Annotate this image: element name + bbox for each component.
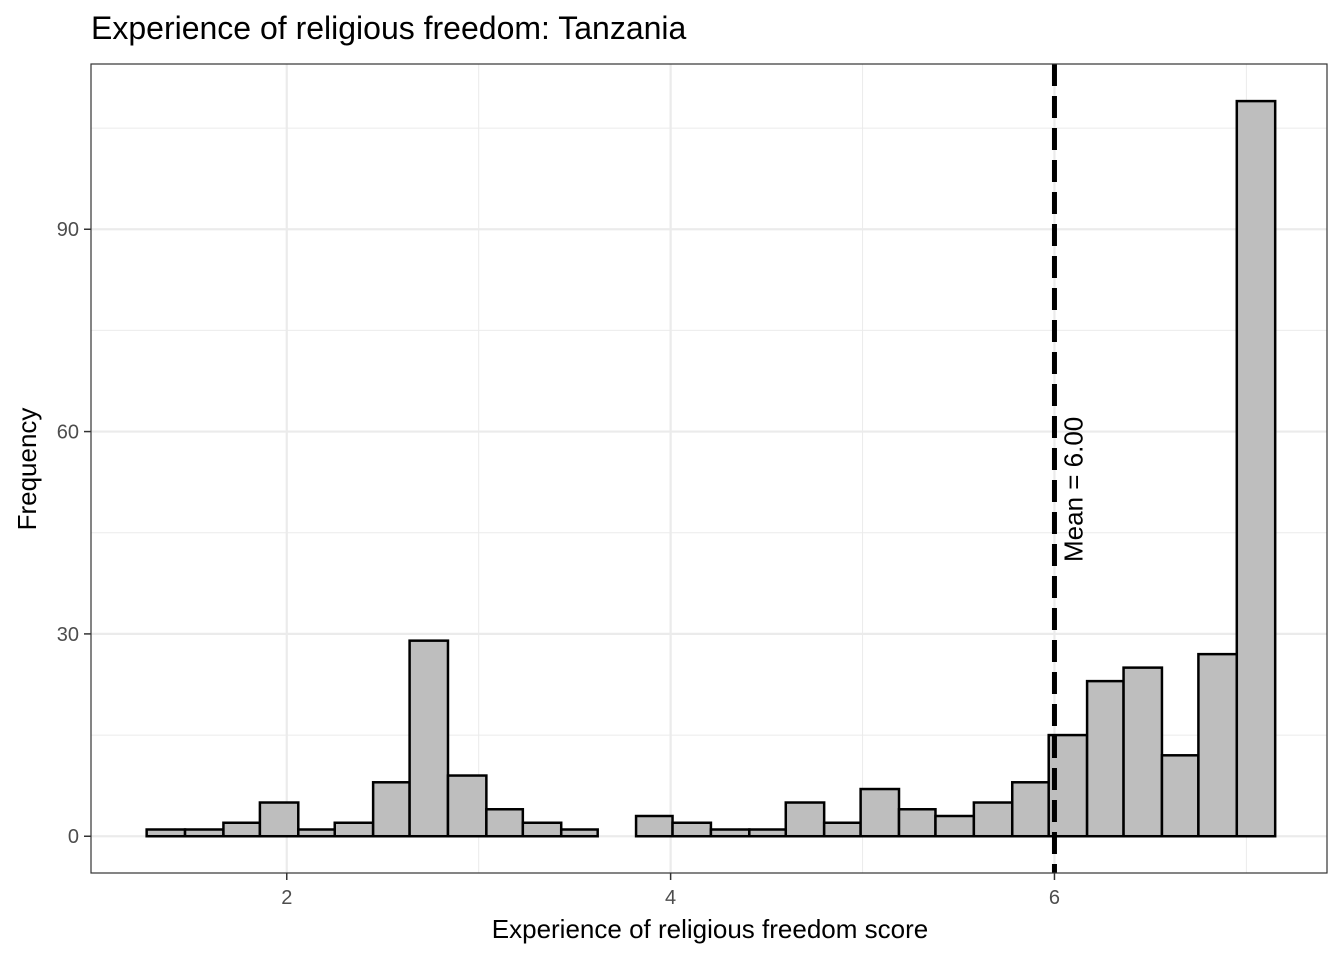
histogram-bar	[972, 801, 1014, 838]
histogram-bar	[822, 821, 862, 838]
y-axis-title: Frequency	[12, 408, 42, 531]
histogram-bar	[258, 801, 300, 838]
y-axis: 0 30 60 90	[57, 219, 91, 848]
histogram-bar	[485, 808, 525, 838]
mean-annotation: Mean = 6.00	[1051, 64, 1088, 873]
histogram-bar	[1197, 652, 1239, 838]
histogram-bar	[859, 787, 901, 838]
histogram-bar	[709, 828, 751, 838]
histogram-bar	[297, 828, 336, 838]
histogram-bar	[446, 774, 488, 838]
x-tick-label: 4	[665, 887, 676, 909]
histogram-bar	[1160, 754, 1200, 838]
histogram-bar	[1122, 666, 1164, 838]
y-tick-label: 0	[68, 826, 79, 848]
histogram-bar	[1235, 99, 1277, 838]
x-axis-title: Experience of religious freedom score	[492, 914, 928, 944]
chart-title: Experience of religious freedom: Tanzani…	[91, 10, 687, 46]
histogram-bar	[784, 801, 826, 838]
histogram-bar	[634, 814, 674, 838]
histogram-bar	[934, 814, 976, 838]
histogram-bar	[671, 821, 713, 838]
histogram-bar	[748, 828, 788, 838]
y-tick-label: 90	[57, 219, 79, 241]
x-axis: 2 4 6	[281, 873, 1060, 909]
histogram-bar	[897, 808, 937, 838]
panel-border	[90, 63, 1328, 874]
x-tick-label: 2	[281, 887, 292, 909]
y-tick-label: 60	[57, 422, 79, 444]
histogram-bar	[145, 828, 187, 838]
histogram-bars	[145, 99, 1277, 838]
histogram-bar	[1010, 781, 1050, 838]
histogram-bar	[521, 821, 563, 838]
histogram-bar	[1085, 679, 1125, 838]
y-tick-label: 30	[57, 624, 79, 646]
histogram-bar	[183, 828, 225, 838]
mean-label: Mean = 6.00	[1058, 417, 1088, 562]
x-tick-label: 6	[1049, 887, 1060, 909]
histogram-bar	[222, 821, 262, 838]
histogram-bar	[559, 828, 599, 838]
histogram-bar	[408, 639, 450, 838]
histogram-bar	[333, 821, 375, 838]
histogram-bar	[371, 781, 411, 838]
